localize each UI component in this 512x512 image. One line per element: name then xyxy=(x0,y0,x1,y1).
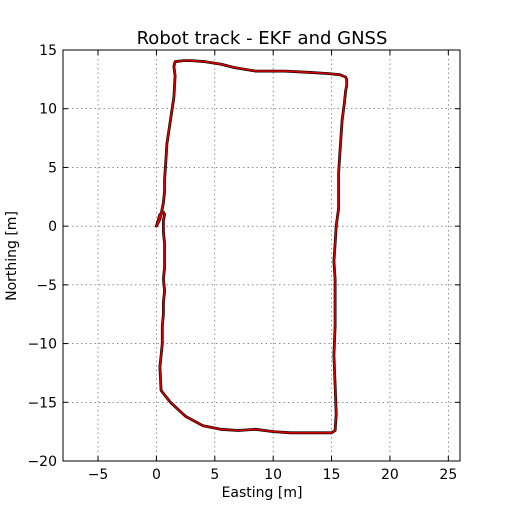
x-tick-label: 20 xyxy=(381,467,399,483)
y-tick-label: −15 xyxy=(27,395,57,411)
x-tick-label: 25 xyxy=(439,467,457,483)
y-tick-label: −10 xyxy=(27,337,57,353)
series-line-red xyxy=(155,59,348,434)
x-tick-label: −5 xyxy=(88,467,109,483)
y-tick-label: −20 xyxy=(27,454,57,470)
plot-frame xyxy=(62,49,461,462)
grid xyxy=(63,49,460,462)
x-axis-label: Easting [m] xyxy=(222,485,303,501)
x-tick-label: 15 xyxy=(323,467,341,483)
y-tick-label: 15 xyxy=(39,43,57,59)
series-line-black xyxy=(154,59,349,435)
x-tick-label: 0 xyxy=(152,467,161,483)
x-tick-label: 10 xyxy=(264,467,282,483)
y-tick-label: −5 xyxy=(36,278,57,294)
y-axis-label: Northing [m] xyxy=(4,211,20,301)
chart-title: Robot track - EKF and GNSS xyxy=(137,28,388,49)
y-tick-label: 5 xyxy=(48,160,57,176)
x-tick-label: 5 xyxy=(210,467,219,483)
axis-ticks: −5 0 5 10 15 20 25 −20 −15 −10 −5 0 5 10 15 xyxy=(27,43,460,483)
plot-series xyxy=(154,59,349,435)
y-tick-label: 0 xyxy=(48,219,57,235)
y-tick-label: 10 xyxy=(39,102,57,118)
